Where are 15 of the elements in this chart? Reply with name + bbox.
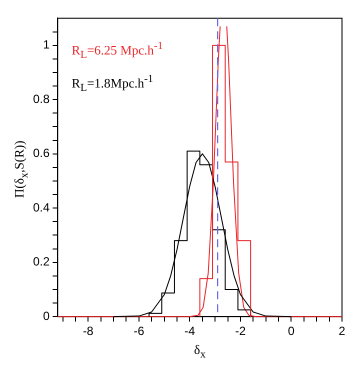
x-tick-label: -6 <box>134 324 145 338</box>
text: R$_{L}$=1.8Mpc.h$^{-1}$ <box>72 73 154 94</box>
text: R$_{L}$=6.25 Mpc.h$^{-1}$ <box>72 40 163 62</box>
y-tick-label: 0.6 <box>32 146 50 160</box>
y-tick-label: 0.8 <box>32 92 50 106</box>
x-tick-label: 2 <box>338 324 346 338</box>
x-axis-title: δ$_{x}$ <box>193 342 207 361</box>
y-tick-label: 0 <box>42 308 50 323</box>
x-tick-label: 0 <box>288 324 295 338</box>
x-tick-label: -8 <box>82 324 94 338</box>
y-tick-label: 1 <box>42 38 50 52</box>
x-tick-label: -2 <box>235 324 246 338</box>
x-tick-label: -4 <box>184 324 196 338</box>
y-tick-label: 0.4 <box>32 200 50 214</box>
y-tick-label: 0.2 <box>32 254 50 269</box>
